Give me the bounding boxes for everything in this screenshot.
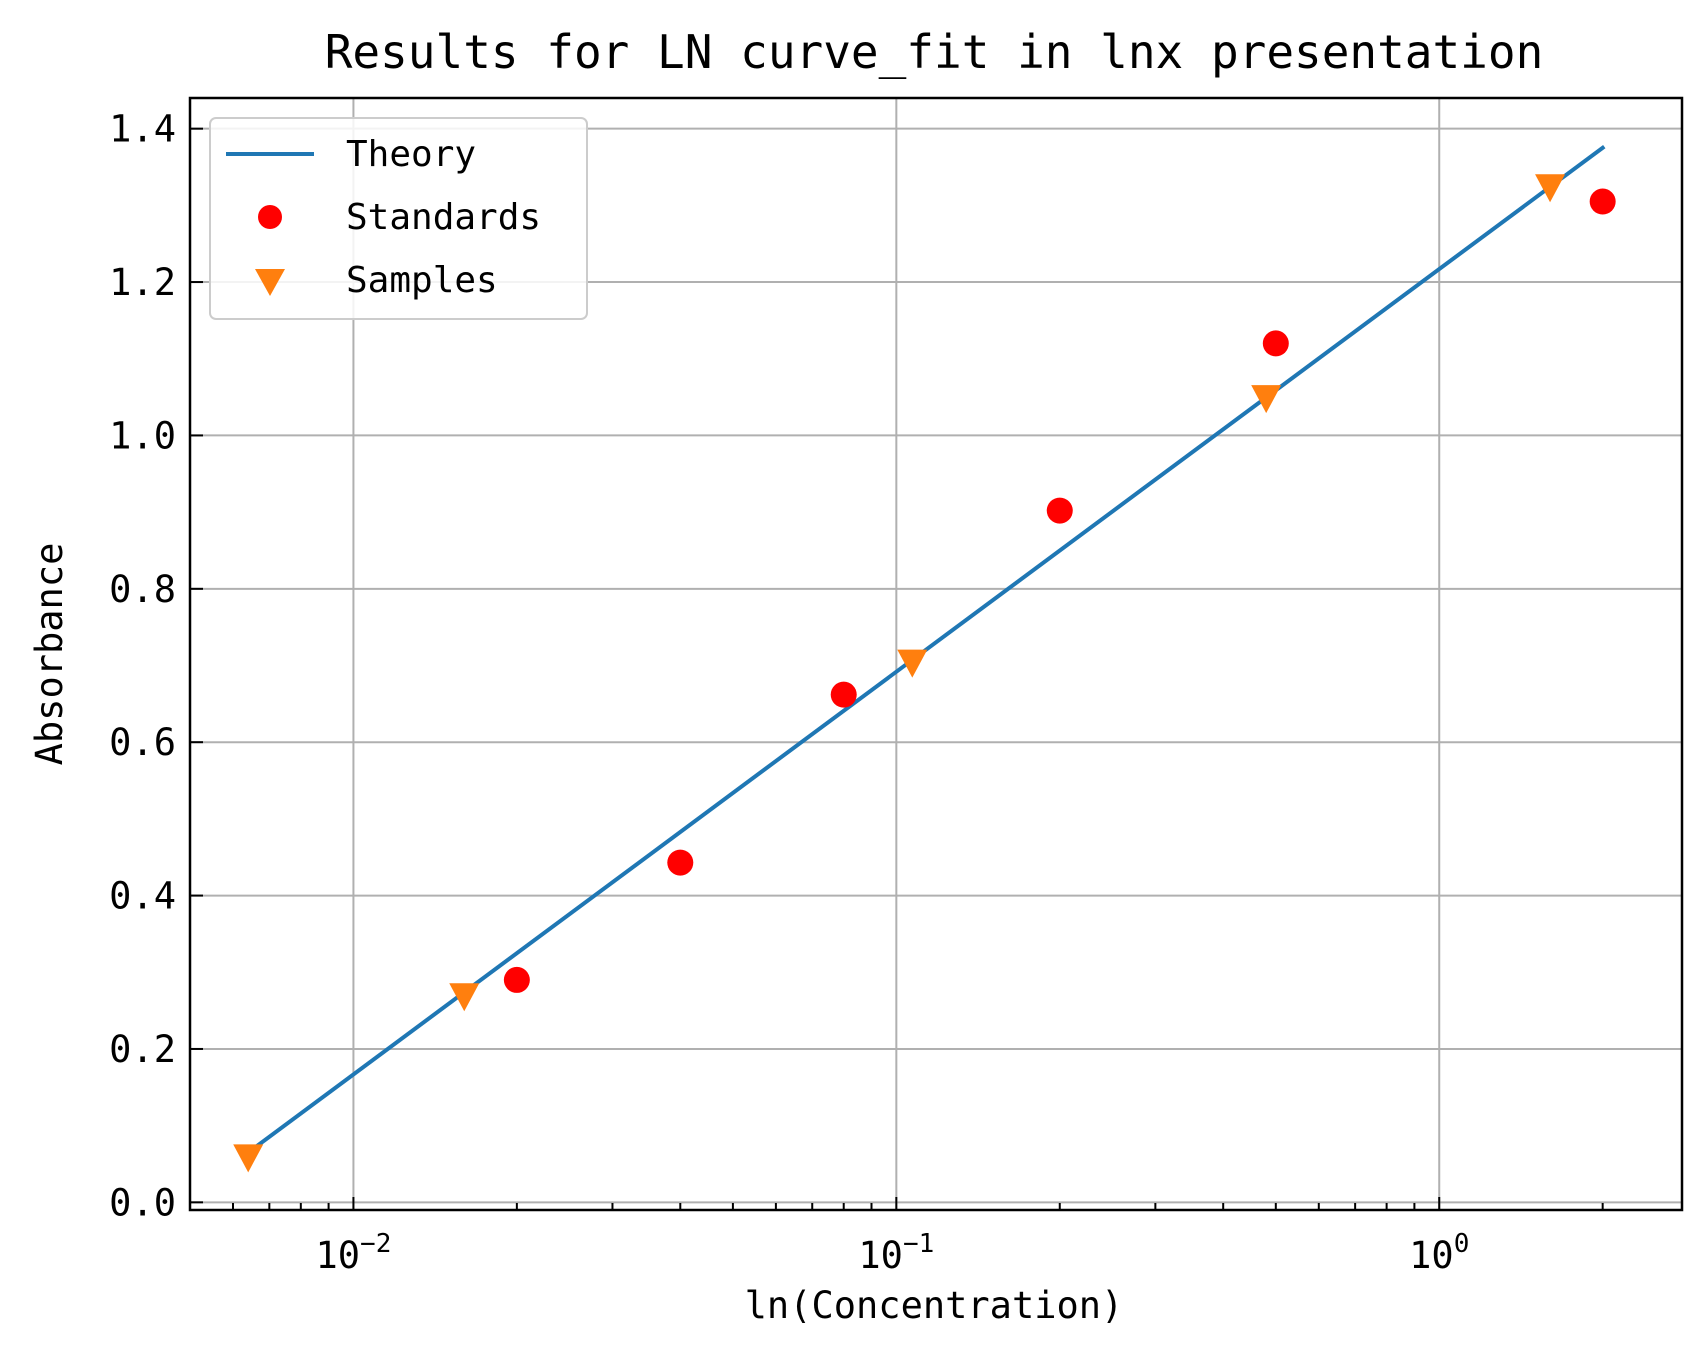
y-tick-label: 0.2 — [109, 1028, 176, 1071]
y-tick-label: 1.4 — [109, 108, 176, 151]
legend-swatch-samples — [255, 269, 285, 296]
y-tick-label: 1.2 — [109, 261, 176, 304]
x-tick-label: 100 — [1409, 1229, 1469, 1277]
standards-point — [1589, 188, 1616, 215]
legend-swatch-standards — [258, 205, 282, 229]
x-tick-label: 10−2 — [315, 1229, 391, 1277]
tick-layer: 0.00.20.40.60.81.01.21.410−2 10−1 100 — [109, 108, 1604, 1277]
y-tick-label: 0.4 — [109, 875, 176, 918]
samples-point — [449, 983, 480, 1012]
samples-point — [1535, 174, 1566, 203]
plot-frame — [188, 96, 1684, 1212]
x-tick-label-base: 10 — [1409, 1234, 1454, 1277]
legend-item-samples: Samples — [255, 260, 498, 301]
standards-point — [667, 849, 694, 876]
samples-point — [233, 1144, 264, 1173]
x-axis-label: ln(Concentration) — [745, 1284, 1124, 1327]
y-tick-label: 1.0 — [109, 414, 176, 457]
legend-label-standards: Standards — [346, 197, 541, 238]
standards-point — [1262, 330, 1289, 357]
legend-item-standards: Standards — [258, 197, 541, 238]
x-tick-label-base: 10 — [858, 1234, 903, 1277]
standards-point — [503, 966, 530, 993]
x-tick-label-exponent: −1 — [903, 1229, 934, 1259]
x-tick-label: 10−1 — [858, 1229, 934, 1277]
samples-point — [897, 649, 928, 678]
x-tick-label-exponent: −2 — [360, 1229, 391, 1259]
y-axis-label: Absorbance — [28, 543, 71, 766]
standards-point — [1046, 497, 1073, 524]
y-tick-label: 0.6 — [109, 721, 176, 764]
legend-label-theory: Theory — [346, 134, 476, 175]
standards-point — [830, 681, 857, 708]
samples-point — [1251, 385, 1282, 414]
legend-item-theory: Theory — [226, 134, 476, 175]
y-tick-label: 0.0 — [109, 1181, 176, 1224]
chart-title: Results for LN curve_fit in lnx presenta… — [325, 25, 1544, 79]
legend-box — [209, 117, 588, 320]
plot-layer — [233, 145, 1616, 1173]
y-tick-label: 0.8 — [109, 568, 176, 611]
x-tick-label-exponent: 0 — [1454, 1229, 1470, 1259]
legend: Theory Standards Samples — [209, 117, 588, 320]
legend-label-samples: Samples — [346, 260, 498, 301]
x-tick-label-base: 10 — [315, 1234, 360, 1277]
